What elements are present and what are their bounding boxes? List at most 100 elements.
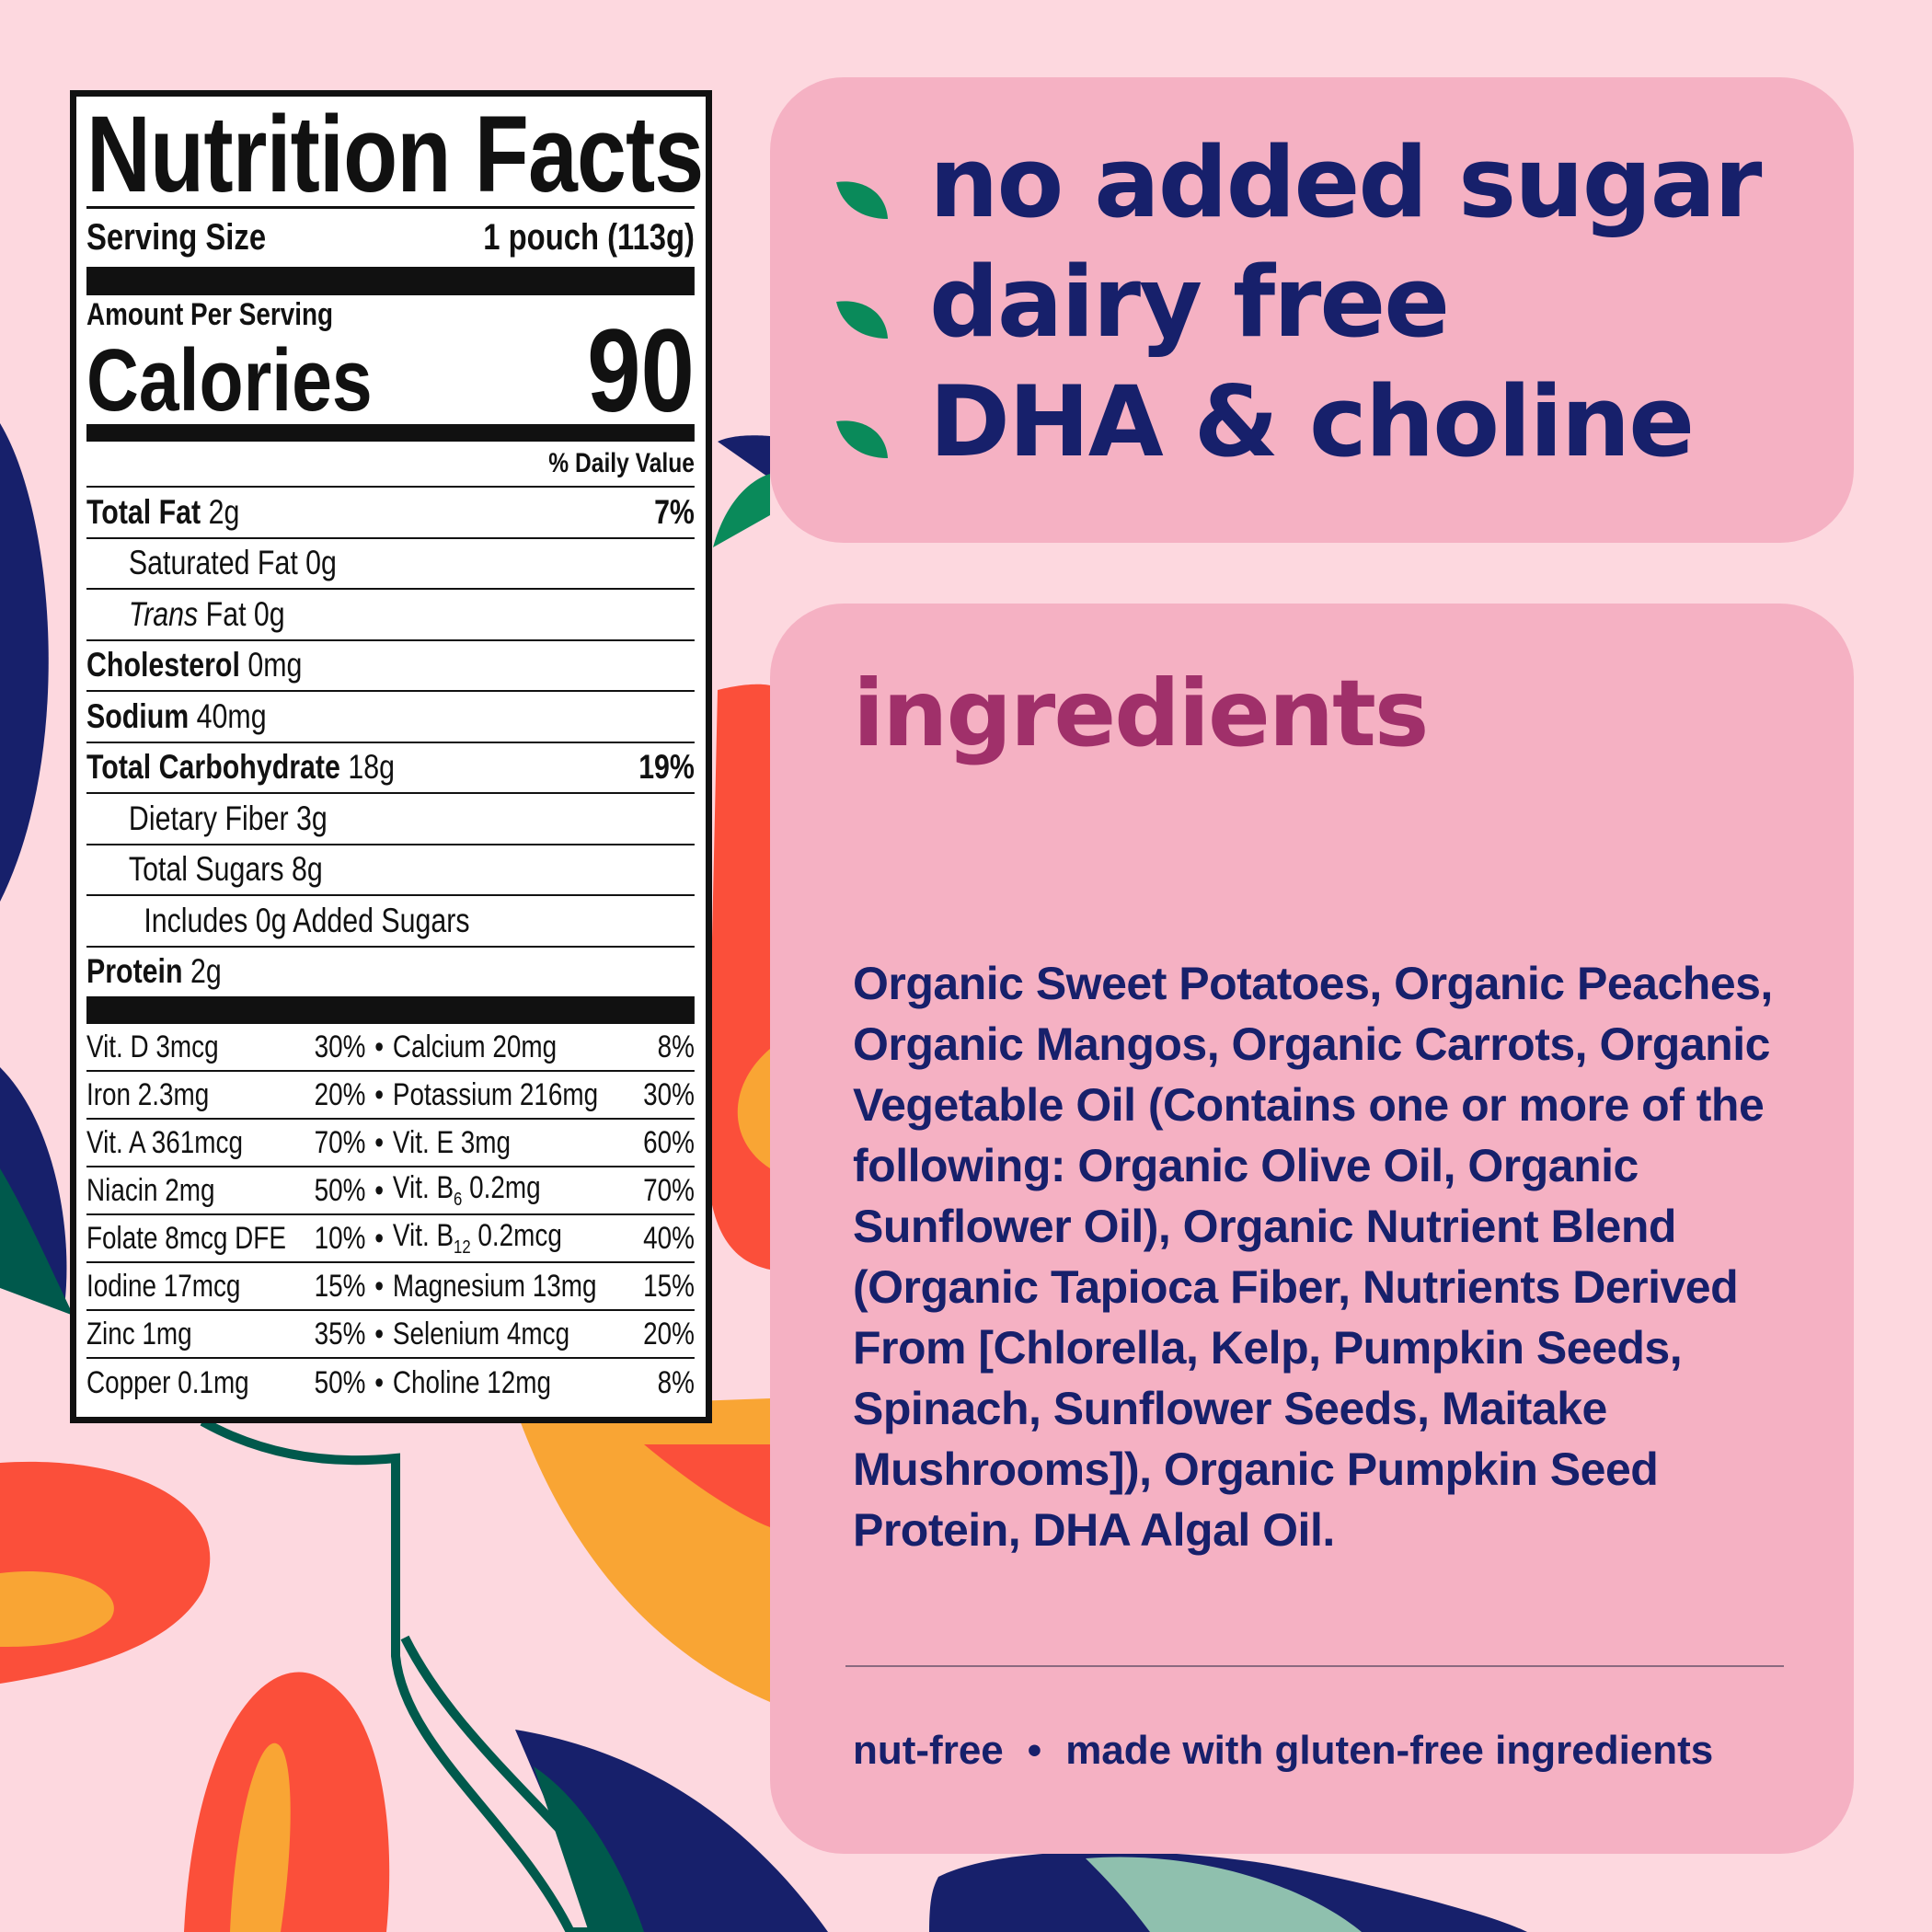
vitamin-row: Niacin 2mg 50% • Vit. B6 0.2mg 70% <box>86 1167 695 1215</box>
leaf-icon <box>836 301 888 339</box>
vitamin-daily-value: 40% <box>643 1220 695 1256</box>
vitamin-row: Vit. D 3mcg 30% • Calcium 20mg 8% <box>86 1024 695 1072</box>
nutrient-row: Total Fat 2g 7% <box>86 488 695 539</box>
vitamin-name-text: Vit. E 3mg <box>392 1124 512 1160</box>
vitamin-daily-value: 20% <box>643 1316 695 1351</box>
nutrient-label: Dietary Fiber <box>128 799 289 837</box>
nutrient-name: Dietary Fiber 3g <box>129 799 328 838</box>
bullet-separator: • <box>374 1220 385 1256</box>
nutrient-name: Sodium 40mg <box>86 697 267 736</box>
calories-label: Calories <box>86 330 373 430</box>
nutrient-amount: 2g <box>190 952 222 991</box>
nutrient-label: Sodium <box>86 696 190 735</box>
vitamin-daily-value: 8% <box>657 1029 695 1064</box>
amount-per-serving: Amount Per Serving <box>86 297 334 332</box>
nutrient-amount: 0g <box>305 544 337 582</box>
vitamin-name-text: Potassium 216mg <box>392 1076 599 1112</box>
vitamin-amount: 0.2mg <box>462 1170 541 1206</box>
ingredients-panel: ingredients Organic Sweet Potatoes, Orga… <box>770 604 1854 1854</box>
vitamin-name-text: Selenium 4mcg <box>392 1316 570 1351</box>
vitamin-name-text: Choline 12mg <box>392 1364 551 1400</box>
calories-value: 90 <box>587 305 695 438</box>
nutrient-name: Cholesterol 0mg <box>86 646 302 684</box>
vitamin-name: Calcium 20mg <box>393 1029 642 1065</box>
claim-text: dairy free <box>929 246 1450 359</box>
bullet-separator: • <box>1027 1728 1042 1773</box>
nutrient-label: Protein <box>86 952 183 991</box>
vitamin-daily-value: 20% <box>314 1076 366 1112</box>
vitamin-name: Folate 8mcg DFE <box>86 1220 286 1256</box>
vitamin-name: Copper 0.1mg <box>86 1364 249 1400</box>
leaf-icon <box>836 181 888 219</box>
vitamin-daily-value: 30% <box>643 1076 695 1112</box>
vitamin-daily-value: 35% <box>314 1316 366 1351</box>
nutrient-amount: 3g <box>296 799 328 837</box>
bullet-separator: • <box>374 1316 385 1351</box>
nutrient-row: Includes 0g Added Sugars <box>86 896 695 948</box>
nutrient-name: Total Carbohydrate 18g <box>86 748 395 787</box>
nutrient-row: Total Sugars 8g <box>86 845 695 896</box>
vitamin-daily-value: 50% <box>314 1172 366 1208</box>
nutrient-label: Total Fat <box>86 492 201 531</box>
nutrient-label: Saturated Fat <box>128 544 298 582</box>
nutrient-name: Protein 2g <box>86 952 222 991</box>
vitamin-name: Choline 12mg <box>393 1365 642 1401</box>
bullet-separator: • <box>374 1172 385 1208</box>
vitamin-daily-value: 70% <box>643 1172 695 1208</box>
vitamin-amount: 0.2mcg <box>470 1218 562 1254</box>
nutrient-row: Total Carbohydrate 18g 19% <box>86 743 695 794</box>
vitamin-daily-value: 60% <box>643 1124 695 1160</box>
vitamin-name-text: Calcium 20mg <box>392 1029 558 1064</box>
nutrient-name: Saturated Fat 0g <box>129 544 337 582</box>
daily-value-header: % Daily Value <box>86 442 695 488</box>
nutrient-row: Protein 2g <box>86 948 695 998</box>
nutrient-label: Total Sugars <box>128 850 284 889</box>
bullet-separator: • <box>374 1364 385 1400</box>
vitamin-daily-value: 30% <box>314 1029 366 1064</box>
nutrient-label: Trans <box>128 594 199 633</box>
nutrient-label: Includes 0g Added Sugars <box>144 901 470 939</box>
nutrient-label: Total Carbohydrate <box>86 748 340 787</box>
nutrient-amount: Fat 0g <box>205 594 285 633</box>
vitamin-name: Vit. E 3mg <box>393 1125 642 1161</box>
nut-free-label: nut-free <box>853 1728 1004 1773</box>
nutrient-daily-value: 7% <box>654 492 695 531</box>
vitamin-name: Potassium 216mg <box>393 1077 642 1113</box>
vitamin-name-text: Vit. B <box>392 1170 454 1206</box>
bullet-separator: • <box>374 1268 385 1304</box>
thick-divider <box>86 424 695 442</box>
nutrient-amount: 8g <box>292 850 323 889</box>
nutrient-row: Trans Fat 0g <box>86 590 695 641</box>
nutrient-amount: 2g <box>208 492 240 531</box>
vitamin-name: Selenium 4mcg <box>393 1317 642 1352</box>
nutrient-name: Total Sugars 8g <box>129 850 323 889</box>
vitamin-name: Vit. B6 0.2mg <box>393 1170 642 1211</box>
bullet-separator: • <box>374 1029 385 1064</box>
vitamin-name: Iodine 17mcg <box>86 1268 241 1304</box>
serving-size-label: Serving Size <box>86 217 267 258</box>
nutrient-amount: 18g <box>348 748 395 787</box>
nutrient-daily-value: 19% <box>638 748 695 787</box>
vitamin-row: Zinc 1mg 35% • Selenium 4mcg 20% <box>86 1311 695 1359</box>
vitamin-subscript: 12 <box>454 1236 471 1258</box>
vitamin-row: Iodine 17mcg 15% • Magnesium 13mg 15% <box>86 1263 695 1311</box>
vitamin-daily-value: 10% <box>314 1220 366 1256</box>
claims-panel: no added sugar dairy free DHA & choline <box>770 77 1854 543</box>
claim-text: no added sugar <box>929 126 1762 239</box>
thick-divider <box>86 267 695 295</box>
vitamin-subscript: 6 <box>454 1189 463 1210</box>
gluten-free-label: made with gluten-free ingredients <box>1065 1728 1714 1773</box>
allergen-footer: nut-free • made with gluten-free ingredi… <box>853 1728 1713 1774</box>
vitamin-daily-value: 8% <box>657 1364 695 1400</box>
nutrition-facts-label: Nutrition Facts Serving Size 1 pouch (11… <box>70 90 712 1423</box>
nutrient-label: Cholesterol <box>86 646 240 684</box>
bullet-separator: • <box>374 1076 385 1112</box>
nutrient-row: Cholesterol 0mg <box>86 641 695 692</box>
calories-row: Amount Per Serving Calories 90 <box>86 295 695 438</box>
vitamin-name-text: Vit. B <box>392 1218 454 1254</box>
bullet-separator: • <box>374 1124 385 1160</box>
vitamin-name: Iron 2.3mg <box>86 1076 210 1112</box>
nutrient-amount: 40mg <box>196 696 267 735</box>
nutrient-name: Total Fat 2g <box>86 493 239 532</box>
